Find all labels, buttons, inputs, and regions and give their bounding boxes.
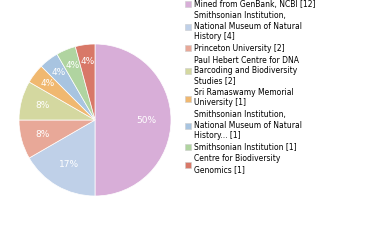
Text: 4%: 4% xyxy=(52,68,66,78)
Text: 8%: 8% xyxy=(35,130,49,139)
Wedge shape xyxy=(41,54,95,120)
Text: 8%: 8% xyxy=(35,101,49,110)
Wedge shape xyxy=(29,66,95,120)
Wedge shape xyxy=(19,120,95,158)
Wedge shape xyxy=(75,44,95,120)
Legend: Mined from GenBank, NCBI [12], Smithsonian Institution,
National Museum of Natur: Mined from GenBank, NCBI [12], Smithsoni… xyxy=(184,0,317,174)
Text: 50%: 50% xyxy=(137,115,157,125)
Text: 4%: 4% xyxy=(65,61,79,70)
Wedge shape xyxy=(19,82,95,120)
Wedge shape xyxy=(29,120,95,196)
Wedge shape xyxy=(57,47,95,120)
Text: 17%: 17% xyxy=(59,160,79,169)
Text: 4%: 4% xyxy=(80,57,94,66)
Text: 4%: 4% xyxy=(41,79,55,88)
Wedge shape xyxy=(95,44,171,196)
